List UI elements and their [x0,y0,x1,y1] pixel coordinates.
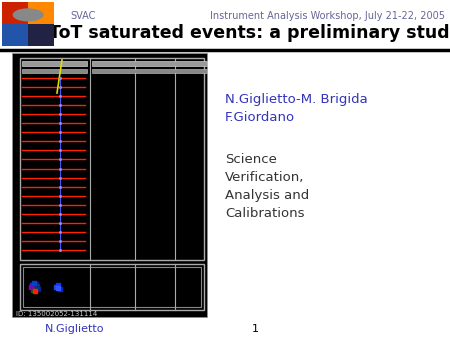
Bar [92,61,207,66]
Point [56,93,63,99]
Point [56,202,63,208]
Point [28,282,36,288]
Point [56,220,63,225]
Ellipse shape [13,8,44,22]
Text: Instrument Analysis Workshop, July 21-22, 2005: Instrument Analysis Workshop, July 21-22… [210,11,445,21]
Point [54,282,62,288]
Point [56,175,63,180]
Text: Science
Verification,
Analysis and
Calibrations: Science Verification, Analysis and Calib… [225,153,309,220]
Bar [20,58,204,260]
Point [32,288,39,294]
Point [56,157,63,162]
Text: N.Giglietto-M. Brigida
F.Giordano: N.Giglietto-M. Brigida F.Giordano [225,93,368,124]
Point [27,284,35,290]
Point [56,229,63,235]
Point [34,286,41,292]
Text: N.Giglietto: N.Giglietto [45,324,105,334]
Point [56,193,63,198]
Point [56,75,63,81]
Text: SVAC: SVAC [70,11,95,21]
Point [52,284,59,290]
Point [32,284,39,290]
Point [56,211,63,217]
Bar [92,69,207,73]
Bar [22,61,87,66]
Text: ToT saturated events: a preliminary study: ToT saturated events: a preliminary stud… [49,24,450,42]
Bar [2,2,28,24]
Point [31,280,38,286]
Point [56,238,63,244]
Point [56,166,63,171]
Point [56,247,63,253]
Point [56,112,63,117]
Point [56,139,63,144]
Point [56,121,63,126]
Text: ID: 135002052-131114: ID: 135002052-131114 [16,311,97,317]
Bar [28,24,54,46]
Point [29,287,36,293]
Bar [23,267,201,307]
Bar [22,69,87,73]
Point [56,148,63,153]
Point [54,285,62,291]
Text: 1: 1 [252,324,258,334]
Point [56,184,63,189]
Bar [20,264,204,310]
Point [56,84,63,90]
Point [56,286,63,292]
Bar [28,2,54,24]
Point [32,281,40,287]
Bar [2,24,28,46]
Point [56,129,63,135]
Point [33,283,40,289]
Point [56,102,63,108]
